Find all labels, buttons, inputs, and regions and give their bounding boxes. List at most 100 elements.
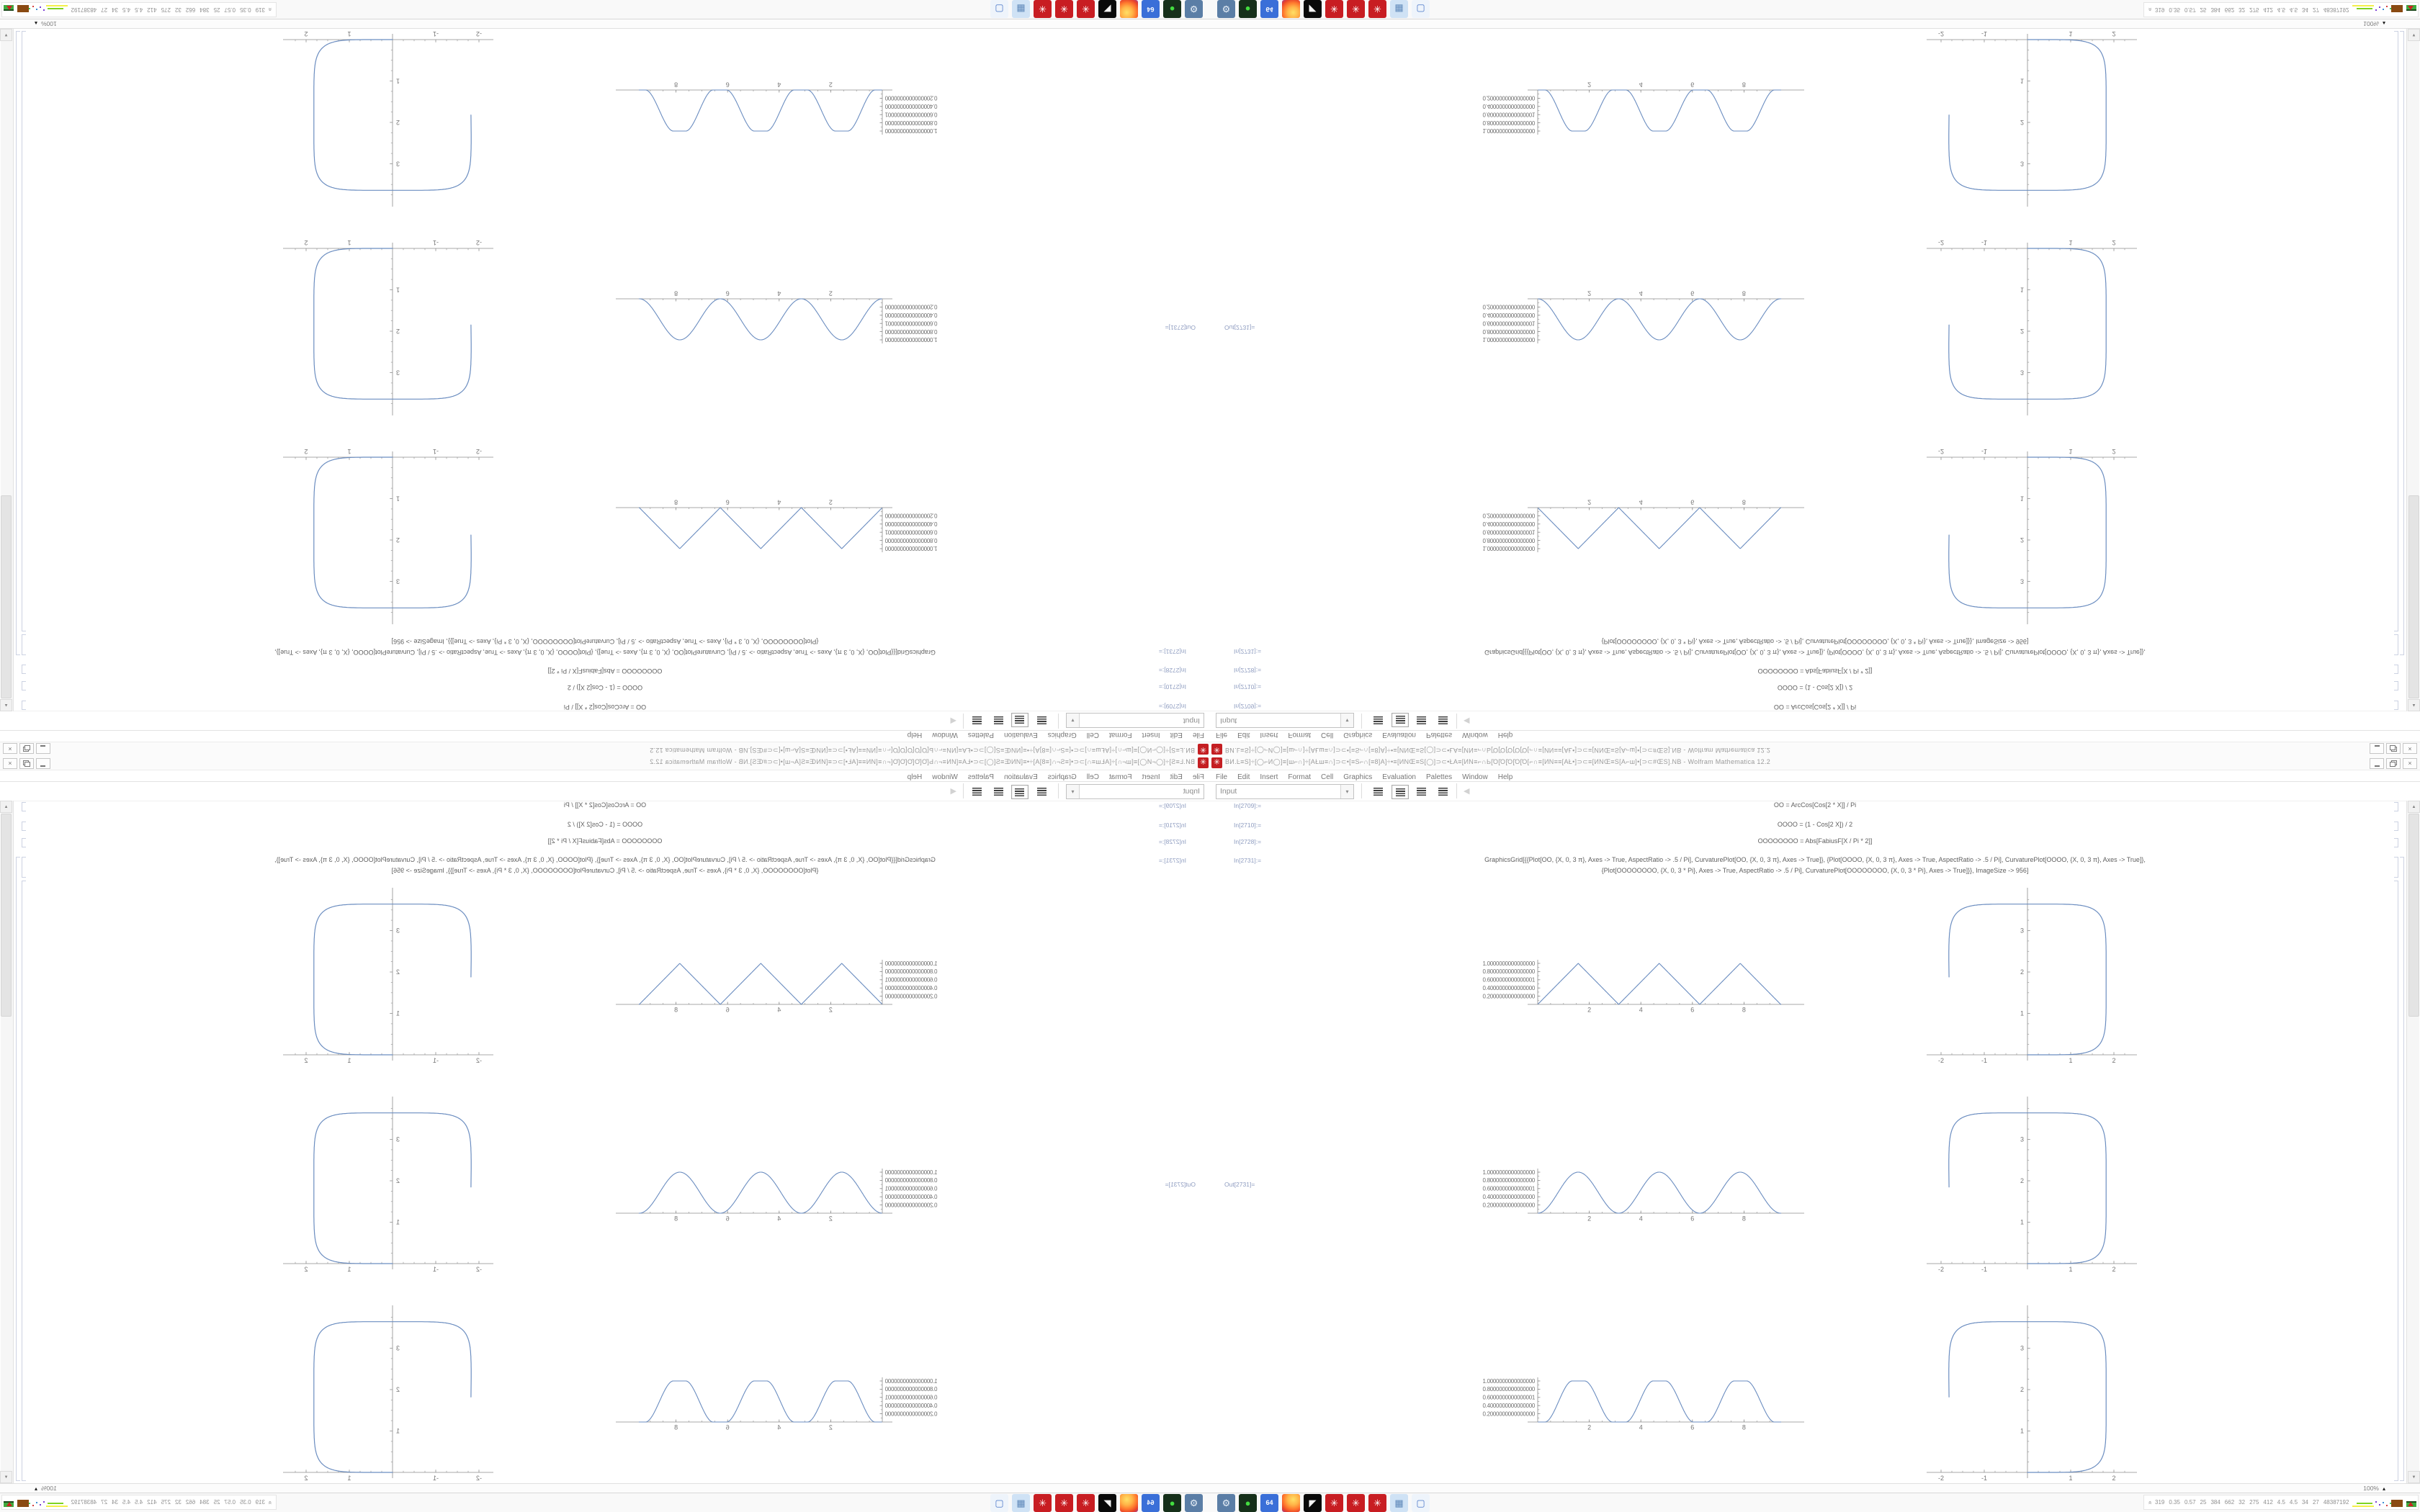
menu-item[interactable]: Palettes	[967, 731, 994, 739]
scroll-down-button[interactable]: ▼	[0, 1471, 12, 1483]
menu-item[interactable]: Window	[1462, 773, 1488, 781]
menu-item[interactable]: Cell	[1321, 773, 1334, 781]
dosbox-64-icon[interactable]: 64	[1260, 1493, 1278, 1512]
file-manager-icon[interactable]: ▢	[1412, 1493, 1430, 1512]
menu-item[interactable]: Insert	[1142, 773, 1160, 781]
input-code[interactable]: OOOO = (1 - Cos[2 X]) / 2	[567, 821, 643, 828]
calculator-icon[interactable]: ▦	[1390, 1493, 1408, 1512]
cell-group-bracket[interactable]	[2400, 31, 2404, 655]
calculator-icon[interactable]: ▦	[1012, 1493, 1030, 1512]
mathematica-icon[interactable]: ✳	[1034, 1493, 1052, 1512]
align-left-button[interactable]	[1034, 714, 1050, 727]
title-bar[interactable]: ✳ BИ.Ŀ≡S]÷[◯⌐И◯]≡[ш⌐∩]÷[AŁш≡∩]⊃⊂•[≡S⌐∩[≡…	[1210, 756, 2420, 770]
mathematica-icon[interactable]: ✳	[1055, 0, 1073, 19]
cell-label[interactable]: Out[2731]=	[1224, 324, 1255, 331]
cell-label[interactable]: In[2731]:=	[1234, 857, 1262, 864]
dosbox-64-icon[interactable]: 64	[1260, 0, 1278, 19]
menu-item[interactable]: File	[1216, 773, 1228, 781]
cell-bracket[interactable]	[2394, 665, 2398, 674]
mathematica-icon[interactable]: ✳	[1325, 0, 1343, 19]
firefox-icon[interactable]	[1120, 1493, 1138, 1512]
scroll-down-button[interactable]: ▼	[2408, 29, 2420, 41]
file-manager-icon[interactable]: ▢	[990, 1493, 1008, 1512]
menu-item[interactable]: Insert	[1260, 731, 1278, 739]
input-code[interactable]: OO = ArcCos[Cos[2 * X]] / Pi	[1773, 703, 1857, 711]
cell-bracket[interactable]	[2394, 681, 2398, 690]
align-left-button[interactable]	[1370, 714, 1386, 727]
package-manager-icon[interactable]: ●	[1239, 0, 1257, 19]
mathematica-icon[interactable]: ✳	[1325, 1493, 1343, 1512]
align-center-button[interactable]	[1392, 785, 1409, 799]
magnification-control[interactable]: 100% ▴	[2363, 1485, 2385, 1492]
firefox-icon[interactable]	[1120, 0, 1138, 19]
cell-group-bracket[interactable]	[16, 31, 20, 655]
vertical-scrollbar[interactable]: ▲ ▼	[2406, 29, 2420, 711]
calculator-icon[interactable]: ▦	[1012, 0, 1030, 19]
package-manager-icon[interactable]: ●	[1239, 1493, 1257, 1512]
menu-item[interactable]: Help	[1497, 731, 1513, 739]
menu-item[interactable]: Edit	[1237, 731, 1250, 739]
menu-item[interactable]: Palettes	[1426, 731, 1453, 739]
magnification-control[interactable]: 100% ▴	[35, 20, 57, 27]
menu-item[interactable]: Graphics	[1343, 731, 1373, 739]
menu-item[interactable]: Graphics	[1047, 773, 1077, 781]
magnification-popup-icon[interactable]: ▴	[35, 20, 38, 27]
menu-item[interactable]: Insert	[1142, 731, 1160, 739]
display-settings-icon[interactable]: ⚙	[1185, 0, 1203, 19]
menu-item[interactable]: Window	[932, 731, 958, 739]
menu-item[interactable]: Evaluation	[1004, 773, 1038, 781]
menu-item[interactable]: Insert	[1260, 773, 1278, 781]
cell-label[interactable]: Out[2731]=	[1165, 1181, 1196, 1188]
display-settings-icon[interactable]: ⚙	[1217, 0, 1235, 19]
align-left-button[interactable]	[1034, 785, 1050, 798]
menu-item[interactable]: Edit	[1170, 773, 1183, 781]
menu-item[interactable]: Cell	[1086, 731, 1099, 739]
input-code[interactable]: {Plot[OOOOOOOO, {X, 0, 3 * Pi}, Axes -> …	[1601, 867, 2029, 874]
firefox-icon[interactable]	[1282, 0, 1300, 19]
align-justify-button[interactable]	[969, 785, 985, 798]
cell-bracket[interactable]	[22, 881, 26, 1481]
cell-bracket[interactable]	[2394, 881, 2398, 1481]
cell-style-dropdown[interactable]: Input ▾	[1066, 784, 1204, 799]
menu-item[interactable]: Cell	[1321, 731, 1334, 739]
input-code[interactable]: OOOO = (1 - Cos[2 X]) / 2	[567, 684, 643, 691]
calculator-icon[interactable]: ▦	[1390, 0, 1408, 19]
input-code[interactable]: GraphicsGrid[{{Plot[OO, {X, 0, 3 π}, Axe…	[1484, 649, 2146, 656]
scrollbar-thumb[interactable]	[2408, 495, 2419, 698]
cell-label[interactable]: Out[2731]=	[1165, 324, 1196, 331]
magnification-value[interactable]: 100%	[41, 20, 57, 27]
chevron-down-icon[interactable]: ▾	[1067, 714, 1080, 727]
tray-expand-icon[interactable]: »	[2146, 1500, 2154, 1505]
mathematica-icon[interactable]: ✳	[1077, 0, 1095, 19]
scrollbar-thumb[interactable]	[1, 814, 12, 1017]
align-right-button[interactable]	[991, 785, 1007, 798]
magnification-control[interactable]: 100% ▴	[2363, 20, 2385, 27]
mathematica-icon[interactable]: ✳	[1368, 0, 1386, 19]
cell-bracket[interactable]	[2394, 822, 2398, 831]
dosbox-64-icon[interactable]: 64	[1142, 1493, 1160, 1512]
align-justify-button[interactable]	[1435, 785, 1451, 798]
title-bar[interactable]: ✳ BИ.Ŀ≡S]÷[◯⌐И◯]≡[ш⌐∩]÷[AŁш≡∩]⊃⊂•[≡S⌐∩[≡…	[0, 742, 1210, 756]
input-code[interactable]: OOOO = (1 - Cos[2 X]) / 2	[1777, 684, 1853, 691]
input-code[interactable]: OOOO = (1 - Cos[2 X]) / 2	[1777, 821, 1853, 828]
menu-item[interactable]: Help	[907, 731, 923, 739]
cell-bracket[interactable]	[2394, 838, 2398, 847]
minimize-button[interactable]	[36, 758, 50, 769]
minimize-button[interactable]	[36, 743, 50, 754]
scroll-down-button[interactable]: ▼	[2408, 1471, 2420, 1483]
menu-item[interactable]: Graphics	[1343, 773, 1373, 781]
magnification-popup-icon[interactable]: ▴	[35, 1485, 38, 1492]
mathematica-icon[interactable]: ✳	[1368, 1493, 1386, 1512]
chevron-down-icon[interactable]: ▾	[1067, 785, 1080, 798]
menu-item[interactable]: Evaluation	[1382, 731, 1416, 739]
close-button[interactable]: ×	[2403, 743, 2417, 754]
history-back-icon[interactable]: ◀	[1464, 716, 1470, 725]
menu-item[interactable]: Edit	[1237, 773, 1250, 781]
display-settings-icon[interactable]: ⚙	[1217, 1493, 1235, 1512]
chevron-down-icon[interactable]: ▾	[1340, 714, 1353, 727]
cell-label[interactable]: Out[2731]=	[1224, 1181, 1255, 1188]
restore-button[interactable]	[2386, 743, 2401, 754]
menu-item[interactable]: Format	[1108, 731, 1132, 739]
align-left-button[interactable]	[1370, 785, 1386, 798]
input-code[interactable]: GraphicsGrid[{{Plot[OO, {X, 0, 3 π}, Axe…	[274, 856, 936, 863]
